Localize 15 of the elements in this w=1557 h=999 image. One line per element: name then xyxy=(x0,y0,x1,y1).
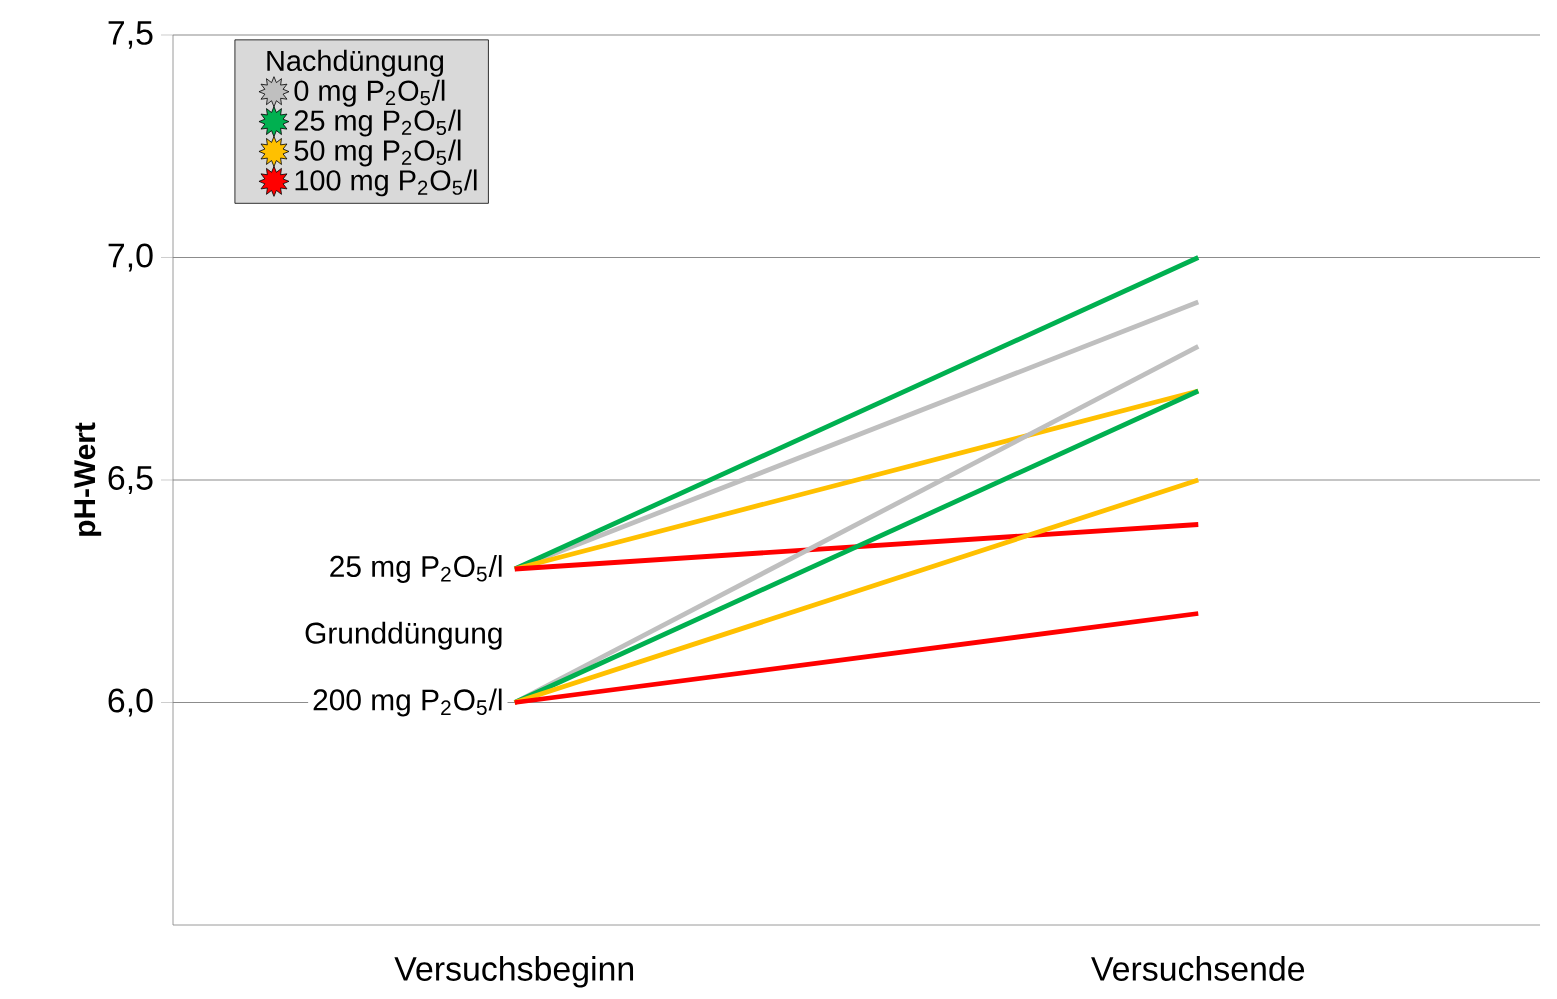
y-axis-title: pH-Wert xyxy=(74,422,102,536)
y-tick-label: 6,5 xyxy=(108,466,153,494)
legend-label: 25 mg P$_{2}$O$_{5}$/l xyxy=(294,109,461,137)
legend-label: 50 mg P$_{2}$O$_{5}$/l xyxy=(294,139,461,167)
legend-label: 100 mg P$_{2}$O$_{5}$/l xyxy=(295,169,477,197)
x-tick-label: Versuchsende xyxy=(1091,956,1305,981)
legend-label: 0 mg P$_{2}$O$_{5}$/l xyxy=(294,79,445,107)
annotation: Grunddüngung xyxy=(305,621,502,650)
x-tick-label: Versuchsbeginn xyxy=(394,956,634,988)
y-tick-label: 7,5 xyxy=(108,21,153,49)
annotation: 25 mg P$_{2}$O$_{5}$/l xyxy=(330,555,502,583)
annotation: 200 mg P$_{2}$O$_{5}$/l xyxy=(313,688,502,717)
y-tick-label: 6,0 xyxy=(108,688,153,717)
y-tick-label: 7,0 xyxy=(108,243,153,272)
legend-title: Nachdüngung xyxy=(267,49,444,77)
